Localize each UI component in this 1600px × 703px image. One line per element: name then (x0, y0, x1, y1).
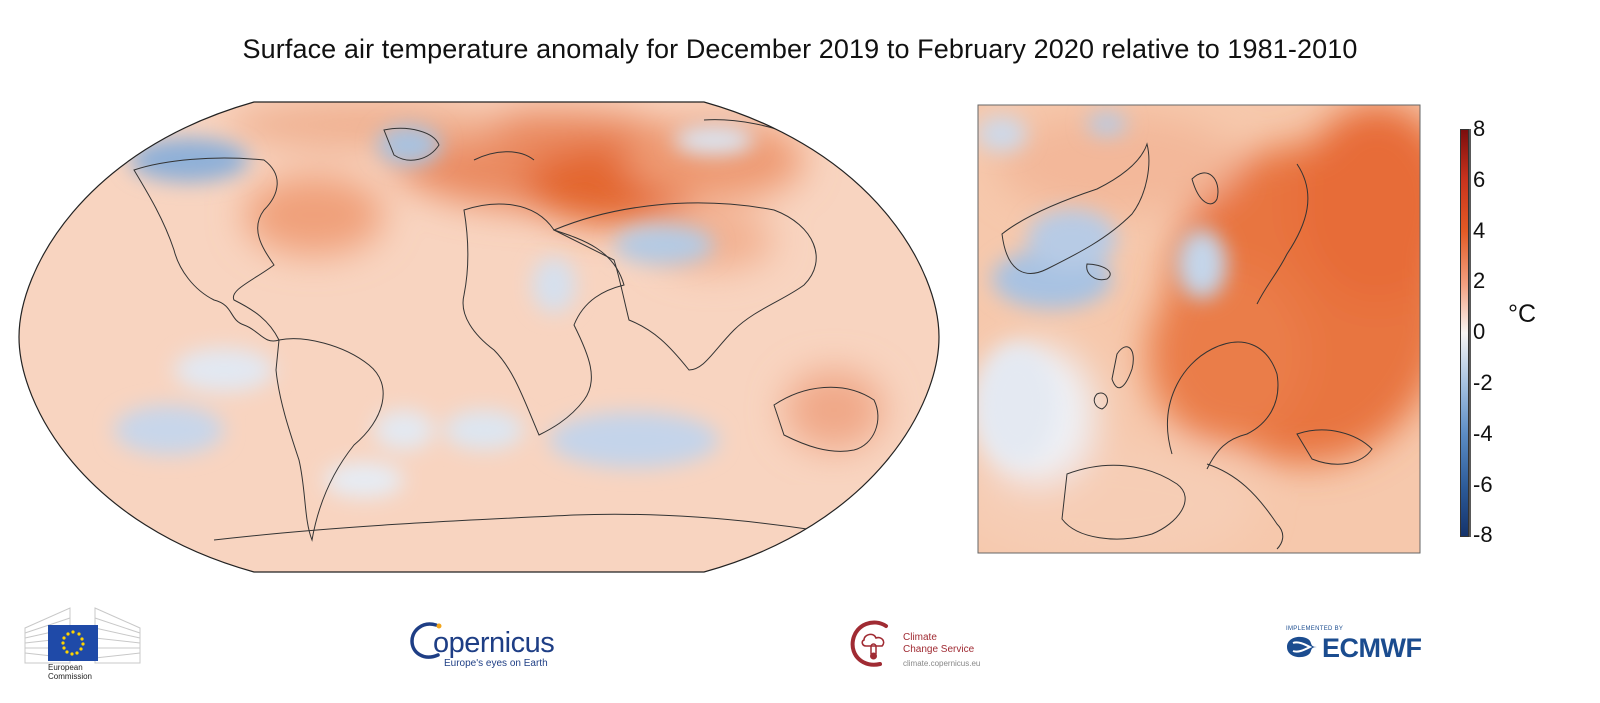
c3s-title-line2: Change Service (903, 644, 975, 655)
world-anomaly-map (18, 101, 940, 573)
ecmwf-wordmark: ECMWF (1322, 633, 1422, 663)
colorbar-tick: -6 (1473, 472, 1493, 497)
colorbar-tick: 6 (1473, 167, 1486, 192)
climate-change-service-logo (850, 620, 888, 667)
colorbar-tick: -4 (1473, 421, 1493, 446)
ecmwf-implemented-by: IMPLEMENTED BY (1286, 626, 1344, 632)
ecmwf-logo-mark (1287, 636, 1317, 658)
figure-title: Surface air temperature anomaly for Dece… (242, 34, 1358, 64)
colorbar (1460, 129, 1471, 537)
europe-anomaly-map (977, 104, 1421, 554)
colorbar-tick: 8 (1473, 116, 1486, 141)
colorbar-tick: -2 (1473, 370, 1493, 395)
colorbar-tick: 4 (1473, 218, 1486, 243)
copernicus-tagline: Europe's eyes on Earth (444, 658, 548, 669)
copernicus-logo-mark (410, 622, 442, 659)
colorbar-unit: °C (1508, 300, 1537, 328)
copernicus-wordmark: opernicus (433, 627, 555, 659)
c3s-title-line1: Climate (903, 632, 937, 643)
ec-caption: European Commission (48, 663, 93, 681)
colorbar-tick: -8 (1473, 522, 1493, 547)
c3s-url: climate.copernicus.eu (903, 659, 981, 668)
colorbar-tick: 0 (1473, 319, 1486, 344)
colorbar-tick: 2 (1473, 268, 1486, 293)
european-commission-logo (24, 607, 141, 664)
